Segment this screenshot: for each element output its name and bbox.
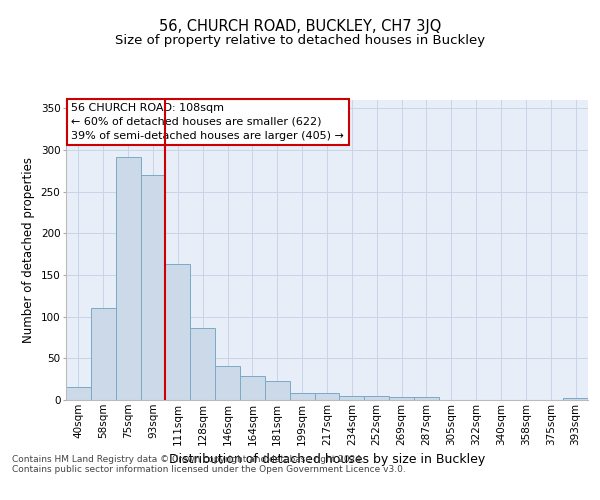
Bar bbox=[116, 156, 140, 400]
Text: Size of property relative to detached houses in Buckley: Size of property relative to detached ho… bbox=[115, 34, 485, 47]
Bar bbox=[215, 366, 240, 400]
Text: Contains public sector information licensed under the Open Government Licence v3: Contains public sector information licen… bbox=[12, 466, 406, 474]
Bar bbox=[314, 392, 340, 400]
Bar bbox=[563, 398, 588, 400]
Bar bbox=[290, 392, 314, 400]
Bar bbox=[364, 396, 389, 400]
Text: 56, CHURCH ROAD, BUCKLEY, CH7 3JQ: 56, CHURCH ROAD, BUCKLEY, CH7 3JQ bbox=[159, 19, 441, 34]
X-axis label: Distribution of detached houses by size in Buckley: Distribution of detached houses by size … bbox=[169, 453, 485, 466]
Bar bbox=[240, 376, 265, 400]
Y-axis label: Number of detached properties: Number of detached properties bbox=[22, 157, 35, 343]
Bar bbox=[414, 396, 439, 400]
Bar bbox=[389, 396, 414, 400]
Bar bbox=[66, 386, 91, 400]
Bar bbox=[265, 381, 290, 400]
Bar bbox=[91, 308, 116, 400]
Bar bbox=[190, 328, 215, 400]
Bar bbox=[340, 396, 364, 400]
Text: Contains HM Land Registry data © Crown copyright and database right 2024.: Contains HM Land Registry data © Crown c… bbox=[12, 456, 364, 464]
Bar bbox=[166, 264, 190, 400]
Text: 56 CHURCH ROAD: 108sqm
← 60% of detached houses are smaller (622)
39% of semi-de: 56 CHURCH ROAD: 108sqm ← 60% of detached… bbox=[71, 103, 344, 141]
Bar bbox=[140, 175, 166, 400]
